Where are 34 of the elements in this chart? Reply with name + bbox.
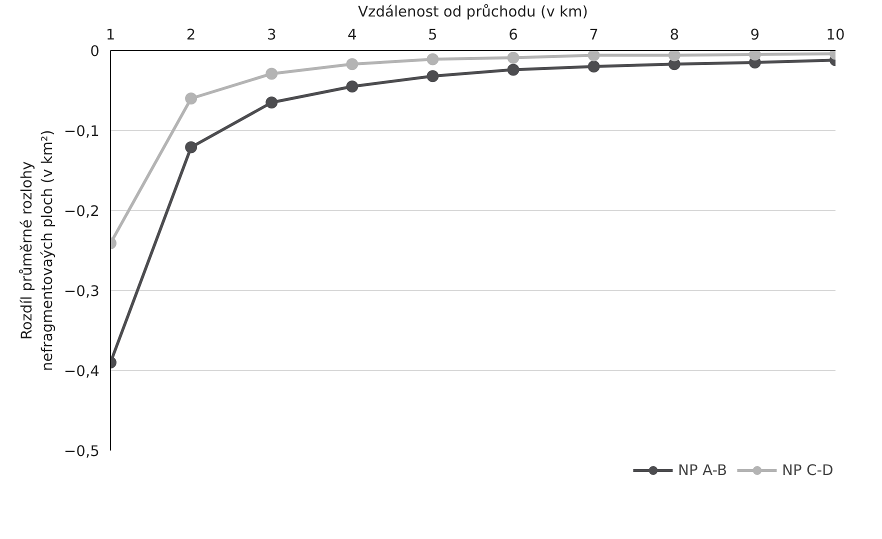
point bbox=[588, 60, 600, 72]
y-tick-label: 0 bbox=[90, 43, 100, 60]
x-tick-label: 2 bbox=[186, 26, 196, 44]
x-axis-title: Vzdálenost od průchodu (v km) bbox=[358, 4, 588, 20]
point bbox=[185, 92, 198, 104]
point bbox=[266, 68, 278, 80]
point bbox=[346, 58, 358, 70]
x-tick-label: 7 bbox=[589, 26, 598, 44]
x-tick-label: 8 bbox=[670, 26, 680, 44]
x-tick-label: 5 bbox=[428, 26, 438, 44]
y-tick-label: −0,3 bbox=[64, 283, 100, 300]
point bbox=[588, 50, 600, 62]
legend-label: NP C-D bbox=[782, 462, 834, 478]
point bbox=[266, 96, 278, 108]
x-tick-label: 9 bbox=[750, 26, 760, 44]
x-tick-label: 4 bbox=[348, 26, 357, 44]
x-tick-label: 1 bbox=[106, 26, 116, 44]
y-axis-title: Rozdíl průměrné rozlohy nefragmentovaých ploch (v km²) bbox=[18, 130, 56, 372]
point bbox=[426, 70, 439, 82]
y-tick-label: −0,1 bbox=[64, 123, 100, 140]
point bbox=[668, 50, 680, 62]
point bbox=[748, 50, 761, 60]
point bbox=[346, 80, 358, 92]
point bbox=[507, 52, 520, 64]
x-tick-label: 10 bbox=[826, 26, 845, 44]
y-tick-label: −0,4 bbox=[64, 363, 100, 380]
point bbox=[507, 64, 520, 76]
y-tick-label: −0,5 bbox=[64, 443, 100, 460]
point bbox=[426, 53, 439, 66]
legend-label: NP A-B bbox=[678, 462, 728, 478]
x-tick-label: 3 bbox=[266, 26, 276, 44]
point bbox=[185, 141, 198, 154]
y-tick-label: −0,2 bbox=[64, 203, 100, 220]
x-tick-label: 6 bbox=[508, 26, 518, 44]
